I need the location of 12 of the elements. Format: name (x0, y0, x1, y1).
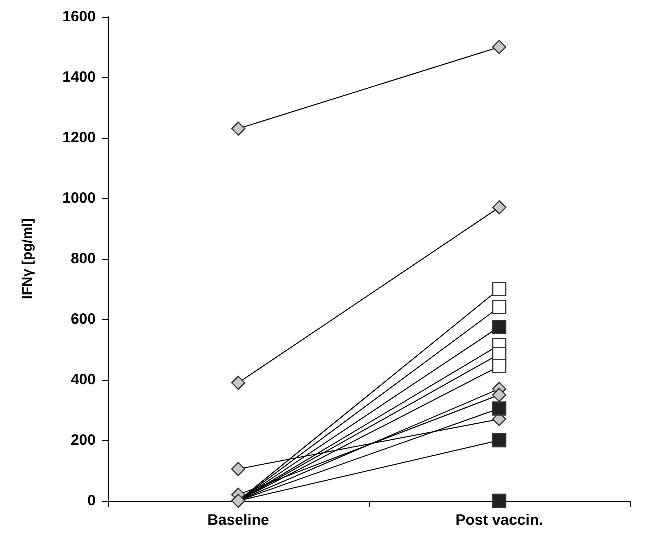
x-tick-label: Post vaccin. (456, 512, 544, 529)
y-tick-label: 800 (70, 250, 96, 268)
x-tick-label: Baseline (208, 512, 270, 529)
y-tick-label: 1000 (62, 190, 96, 207)
y-tick-label: 1400 (62, 69, 96, 86)
y-tick-label: 600 (70, 311, 96, 328)
y-axis-title: IFNγ [pg/ml] (19, 218, 35, 300)
y-tick-label: 400 (70, 372, 96, 388)
y-tick-label: 1200 (62, 130, 96, 146)
y-tick-label: 1600 (62, 8, 96, 26)
y-tick-label: 0 (88, 492, 96, 510)
y-tick-label: 200 (70, 432, 96, 449)
